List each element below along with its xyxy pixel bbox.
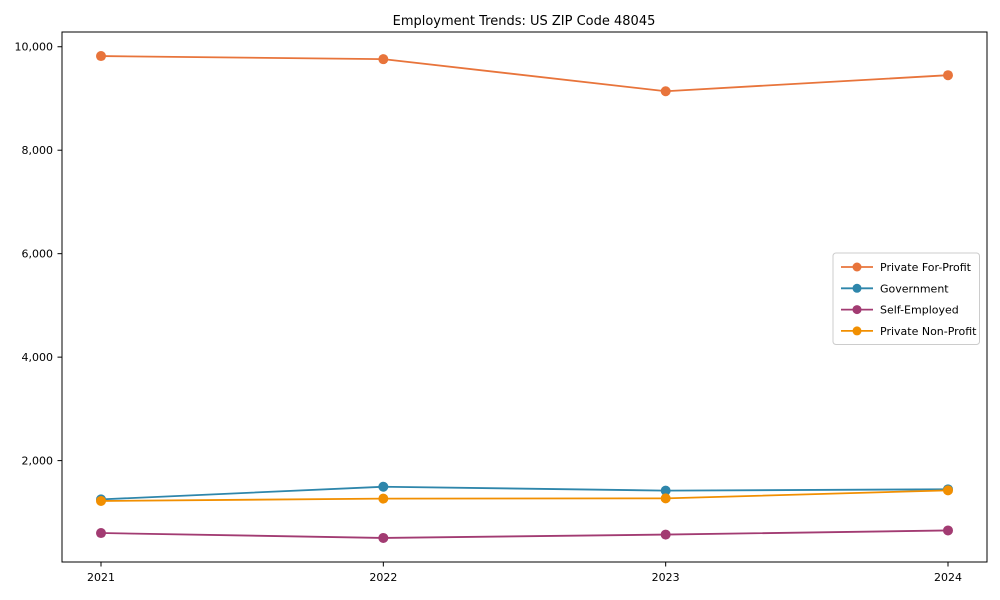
legend-label-private-for-profit: Private For-Profit bbox=[880, 261, 972, 274]
series-point-self-employed-2022 bbox=[378, 532, 389, 543]
series-point-private-non-profit-2024 bbox=[943, 485, 953, 496]
x-tick-label: 2023 bbox=[652, 571, 680, 584]
series-line-private-for-profit bbox=[100, 55, 949, 93]
legend-marker-self-employed bbox=[852, 305, 862, 315]
legend-label-self-employed: Self-Employed bbox=[880, 304, 959, 317]
series-line-self-employed bbox=[100, 529, 949, 539]
series-point-private-for-profit-2021 bbox=[96, 51, 106, 62]
legend-label-government: Government bbox=[880, 282, 949, 295]
axes-frame bbox=[61, 31, 988, 563]
legend-label-private-non-profit: Private Non-Profit bbox=[880, 325, 977, 338]
series-point-private-non-profit-2021 bbox=[96, 495, 106, 506]
y-tick-label: 2,000 bbox=[22, 455, 54, 468]
y-tick-label: 10,000 bbox=[15, 41, 54, 54]
x-tick-label: 2021 bbox=[87, 571, 115, 584]
series-point-government-2022 bbox=[378, 481, 389, 492]
series-point-private-non-profit-2022 bbox=[378, 493, 389, 504]
legend-marker-private-non-profit bbox=[852, 326, 862, 336]
y-tick-label: 6,000 bbox=[22, 248, 54, 261]
series-line-government bbox=[100, 485, 949, 501]
series-point-private-for-profit-2023 bbox=[660, 86, 671, 97]
legend-marker-private-for-profit bbox=[852, 262, 862, 272]
series-point-self-employed-2021 bbox=[96, 528, 106, 539]
x-tick-label: 2022 bbox=[369, 571, 397, 584]
series-point-self-employed-2024 bbox=[943, 525, 953, 536]
plot-area: 2,000 4,000 6,000 8,000 10,000 2021 2022 2023 20… bbox=[15, 31, 988, 584]
legend-box bbox=[832, 252, 980, 345]
y-tick-label: 4,000 bbox=[22, 351, 54, 364]
chart-title: Employment Trends: US ZIP Code 48045 bbox=[393, 14, 656, 29]
series-line-private-non-profit bbox=[100, 489, 949, 502]
series-point-private-non-profit-2023 bbox=[660, 493, 671, 504]
y-tick-label: 8,000 bbox=[22, 144, 54, 157]
series-point-self-employed-2023 bbox=[660, 529, 671, 540]
series-point-private-for-profit-2022 bbox=[378, 54, 389, 65]
legend-marker-government bbox=[852, 283, 862, 293]
x-tick-label: 2024 bbox=[934, 571, 962, 584]
series-point-government-2023 bbox=[660, 485, 671, 496]
series-point-private-for-profit-2024 bbox=[943, 70, 953, 81]
